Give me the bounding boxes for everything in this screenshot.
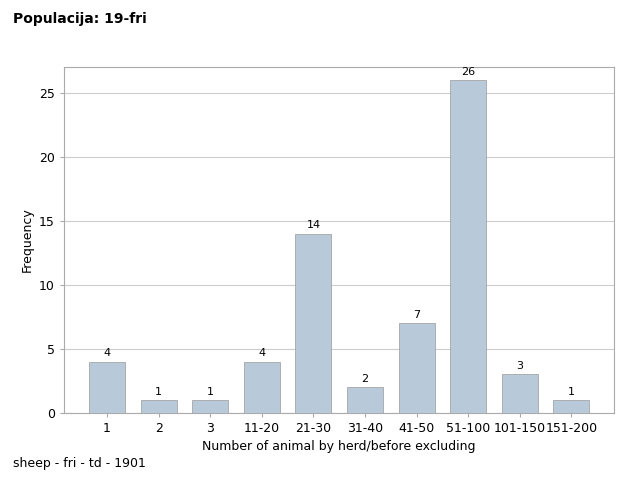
Text: Populacija: 19-fri: Populacija: 19-fri <box>13 12 147 26</box>
Bar <box>553 400 589 413</box>
Bar <box>502 374 538 413</box>
Bar <box>192 400 228 413</box>
Text: 3: 3 <box>516 361 524 371</box>
X-axis label: Number of animal by herd/before excluding: Number of animal by herd/before excludin… <box>202 440 476 454</box>
Text: 2: 2 <box>362 374 369 384</box>
Bar <box>347 387 383 413</box>
Bar <box>295 234 332 413</box>
Bar <box>141 400 177 413</box>
Text: sheep - fri - td - 1901: sheep - fri - td - 1901 <box>13 457 146 470</box>
Text: 1: 1 <box>155 387 162 397</box>
Bar <box>89 361 125 413</box>
Text: 7: 7 <box>413 310 420 320</box>
Text: 4: 4 <box>104 348 111 359</box>
Text: 1: 1 <box>568 387 575 397</box>
Bar <box>450 80 486 413</box>
Text: 1: 1 <box>207 387 214 397</box>
Bar <box>399 323 435 413</box>
Text: 14: 14 <box>307 220 321 230</box>
Text: 26: 26 <box>461 67 476 77</box>
Y-axis label: Frequency: Frequency <box>20 208 33 272</box>
Bar <box>244 361 280 413</box>
Text: 4: 4 <box>259 348 266 359</box>
